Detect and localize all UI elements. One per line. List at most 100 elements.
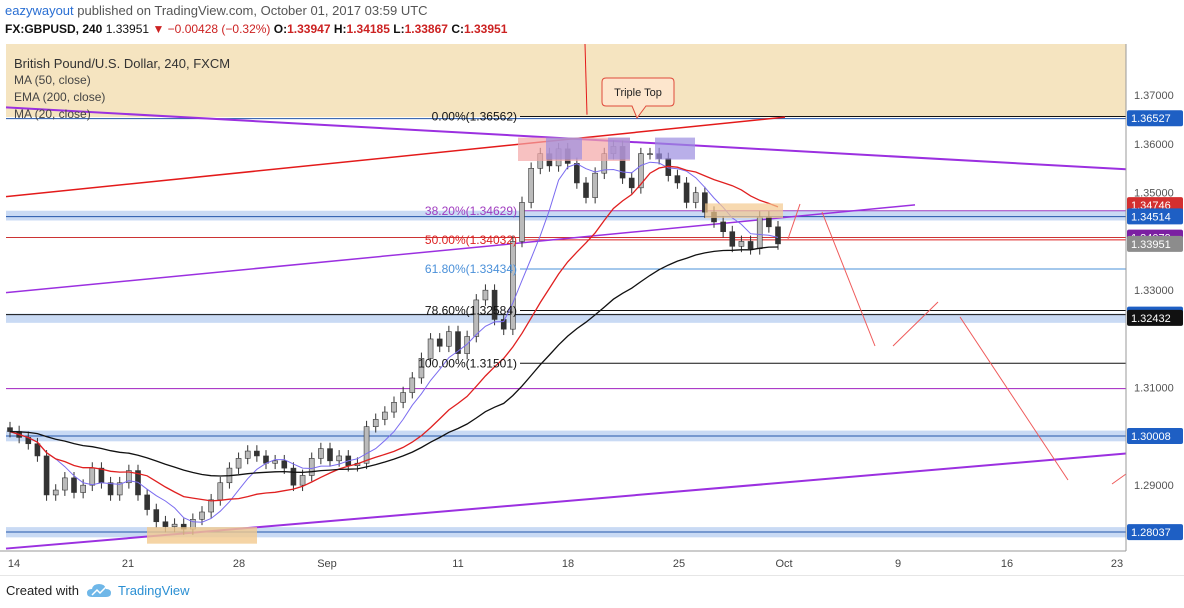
candle-body bbox=[89, 467, 96, 486]
candle-body bbox=[574, 163, 580, 184]
tradingview-link[interactable]: TradingView bbox=[118, 583, 190, 598]
candle bbox=[583, 177, 589, 204]
candle-body bbox=[510, 241, 516, 330]
candle bbox=[391, 396, 397, 418]
candle-body bbox=[107, 482, 114, 496]
candle bbox=[107, 476, 114, 501]
projection-arrow bbox=[821, 211, 876, 347]
price-label: 1.30008 bbox=[1127, 428, 1183, 445]
price-chart[interactable]: Triple Top 0.00%(1.36562) 38.20%(1.34629) 5… bbox=[0, 44, 1184, 575]
candle bbox=[574, 157, 580, 189]
x-tick-label: 16 bbox=[1001, 558, 1013, 570]
candle bbox=[372, 413, 379, 433]
fib-label: 50.00%(1.34032) bbox=[425, 233, 517, 247]
support-box bbox=[147, 527, 257, 544]
candle-body bbox=[747, 241, 754, 250]
candle-body bbox=[528, 168, 534, 203]
author-link[interactable]: eazywayout bbox=[5, 3, 74, 18]
candle bbox=[638, 147, 644, 194]
candle-body bbox=[199, 511, 205, 520]
fib-label: 61.80%(1.33434) bbox=[425, 262, 517, 276]
candle-body bbox=[52, 489, 59, 496]
price-label-bg bbox=[1127, 428, 1183, 445]
high-label: H: bbox=[333, 22, 347, 36]
candle bbox=[720, 216, 726, 238]
candle-body bbox=[592, 172, 598, 198]
candle-body bbox=[446, 331, 452, 347]
candle-body bbox=[126, 470, 132, 484]
triple-top-box bbox=[608, 137, 630, 160]
candle-body bbox=[80, 484, 86, 493]
candle-body bbox=[299, 475, 306, 486]
x-tick-label: Oct bbox=[775, 558, 792, 570]
candle-body bbox=[692, 192, 699, 203]
candle bbox=[510, 235, 516, 336]
candle bbox=[674, 169, 681, 189]
candle-body bbox=[116, 482, 123, 496]
candle bbox=[455, 325, 461, 360]
candle bbox=[318, 442, 324, 465]
candle bbox=[208, 493, 214, 518]
candle-body bbox=[473, 299, 480, 337]
arrow-line bbox=[584, 44, 588, 115]
candle bbox=[747, 235, 754, 255]
candle-body bbox=[217, 482, 224, 501]
change-down-icon: ▼ bbox=[152, 22, 165, 36]
candle-body bbox=[638, 153, 644, 189]
candle-body bbox=[391, 402, 397, 413]
x-tick-label: 18 bbox=[562, 558, 574, 570]
y-tick-label: 1.36000 bbox=[1134, 139, 1174, 151]
candle-body bbox=[162, 521, 169, 527]
candle bbox=[254, 445, 260, 462]
candle bbox=[528, 162, 534, 209]
publish-info: eazywayout published on TradingView.com,… bbox=[5, 3, 428, 18]
candle-body bbox=[702, 192, 708, 213]
candle-body bbox=[464, 336, 470, 354]
resist-box bbox=[705, 203, 783, 219]
fib-label: 100.00%(1.31501) bbox=[418, 356, 517, 370]
candle-body bbox=[336, 455, 342, 462]
candle-body bbox=[409, 377, 416, 393]
legend-title: British Pound/U.S. Dollar, 240, FXCM bbox=[14, 56, 231, 71]
sr-band bbox=[6, 313, 1126, 323]
ma50-line bbox=[9, 165, 779, 502]
candle bbox=[299, 469, 306, 492]
triple-top-box bbox=[655, 137, 695, 160]
candle bbox=[382, 406, 388, 426]
candle-body bbox=[647, 153, 653, 155]
candle bbox=[729, 225, 736, 253]
candle-body bbox=[372, 419, 379, 427]
candle-body bbox=[281, 460, 288, 469]
high-value: 1.34185 bbox=[346, 22, 390, 36]
ohlc-bar: FX:GBPUSD, 240 1.33951 ▼ −0.00428 (−0.32… bbox=[5, 22, 507, 36]
candle bbox=[52, 484, 59, 501]
x-tick-label: Sep bbox=[317, 558, 337, 570]
candle-body bbox=[756, 216, 763, 250]
price-label-bg bbox=[1127, 524, 1183, 541]
candle bbox=[692, 186, 699, 209]
y-tick-label: 1.33000 bbox=[1134, 285, 1174, 297]
candle-body bbox=[628, 177, 635, 189]
x-tick-label: 23 bbox=[1111, 558, 1123, 570]
tradingview-cloud-icon bbox=[87, 584, 111, 597]
candle bbox=[244, 445, 251, 465]
candle-body bbox=[235, 458, 242, 469]
candle bbox=[327, 442, 333, 467]
price-label: 1.33951 bbox=[1127, 235, 1183, 252]
legend-ma50[interactable]: MA (50, close) bbox=[14, 73, 91, 87]
candle bbox=[153, 503, 160, 528]
y-tick-label: 1.31000 bbox=[1134, 383, 1174, 395]
price-label-text: 1.33951 bbox=[1131, 239, 1171, 251]
candle bbox=[592, 167, 598, 204]
candle-body bbox=[244, 450, 251, 459]
ema200-line bbox=[9, 246, 779, 477]
legend-ma20[interactable]: MA (20, close) bbox=[14, 107, 91, 121]
symbol-label[interactable]: FX:GBPUSD, 240 bbox=[5, 22, 103, 36]
candle-body bbox=[98, 467, 105, 484]
candle-body bbox=[208, 499, 214, 513]
legend-ema200[interactable]: EMA (200, close) bbox=[14, 90, 106, 104]
candle-body bbox=[382, 411, 388, 420]
price-label-text: 1.28037 bbox=[1131, 527, 1171, 539]
chart-legend: British Pound/U.S. Dollar, 240, FXCM MA … bbox=[14, 55, 230, 123]
candle bbox=[308, 452, 315, 482]
